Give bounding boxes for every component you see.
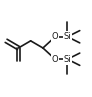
Text: Si: Si [64, 55, 71, 64]
Text: Si: Si [64, 32, 71, 41]
Text: O: O [52, 32, 59, 41]
Text: O: O [52, 55, 59, 64]
